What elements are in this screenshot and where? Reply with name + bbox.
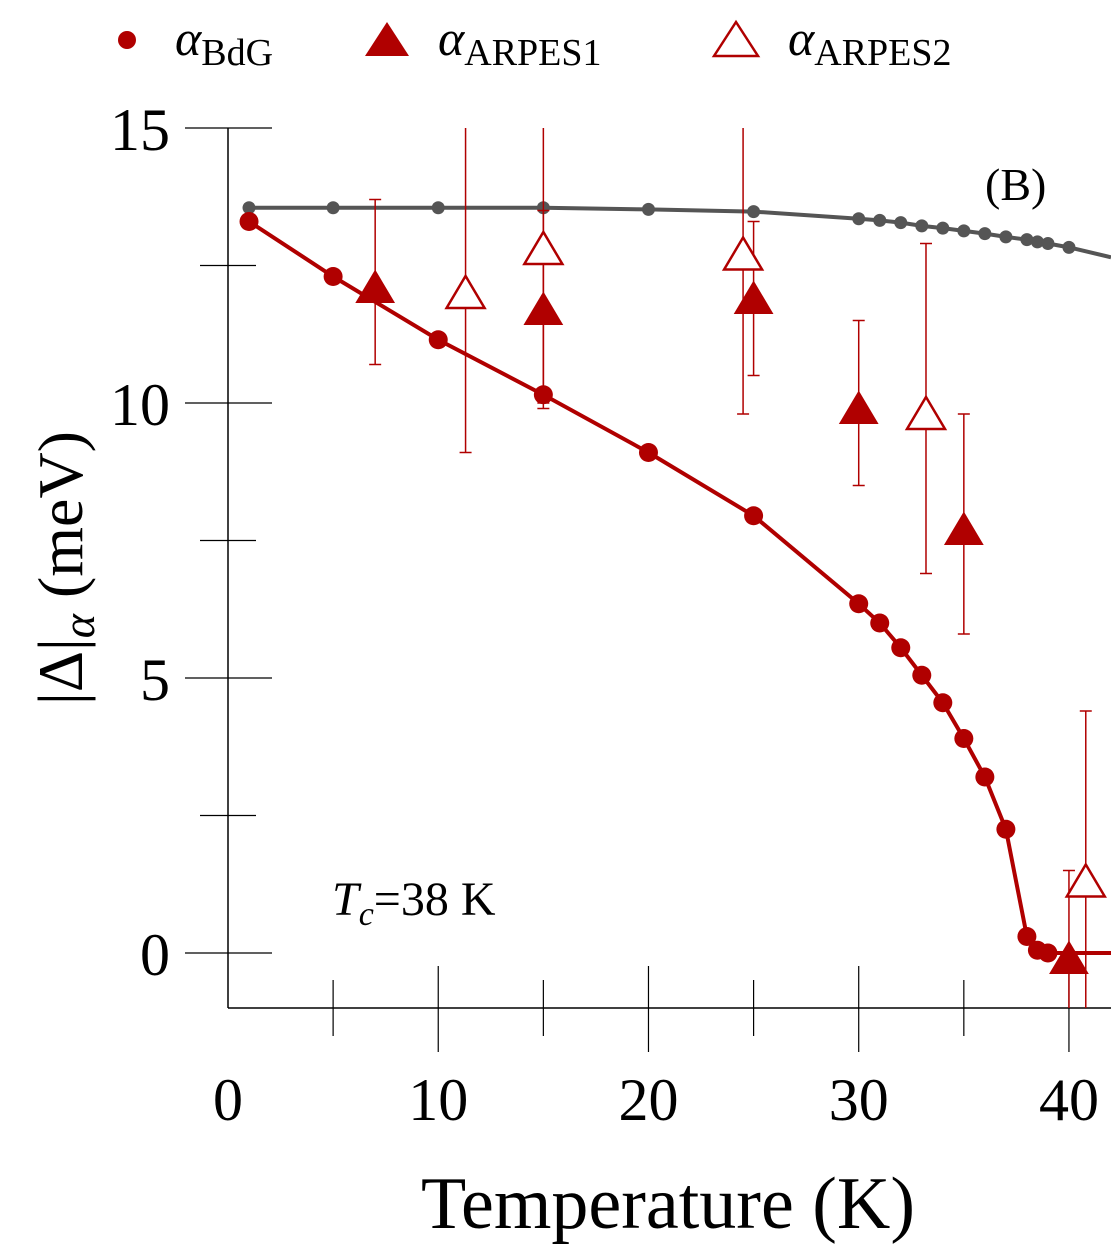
- bdg-point: [891, 638, 911, 658]
- legend-item-bdg: αBdG: [118, 10, 273, 74]
- y-tick-label-5: 5: [140, 647, 170, 713]
- gray-point: [242, 201, 256, 215]
- y-label-sub: α: [53, 613, 104, 638]
- bdg-point: [428, 330, 448, 350]
- bdg-curve: [247, 219, 1111, 955]
- x-tick-label-0: 0: [213, 1067, 243, 1133]
- tc-subscript: c: [359, 896, 374, 933]
- x-tick-label-40: 40: [1039, 1067, 1099, 1133]
- legend-item-arpes2: αARPES2: [711, 10, 952, 74]
- legend-filled-triangle-marker: [365, 22, 409, 56]
- gray-point: [915, 219, 929, 233]
- gray-point: [1062, 240, 1076, 254]
- y-tick-label-15: 15: [110, 97, 170, 163]
- gray-point: [747, 205, 761, 219]
- gray-point: [999, 230, 1013, 244]
- legend-greek: α: [175, 10, 203, 66]
- bdg-point: [744, 506, 764, 526]
- arpes2-point: [721, 235, 765, 271]
- gray-point: [978, 227, 992, 241]
- arpes2-point: [904, 394, 948, 431]
- legend: αBdG αARPES1 αARPES2: [118, 10, 952, 74]
- gray-point: [431, 201, 445, 215]
- x-tick-label-20: 20: [618, 1067, 678, 1133]
- arpes2-point: [1064, 862, 1107, 898]
- bdg-point: [912, 665, 932, 685]
- legend-label-arpes2: αARPES2: [788, 10, 952, 74]
- y-tick-label-0: 0: [140, 922, 170, 988]
- arpes1-point: [838, 390, 879, 424]
- arpes2-point: [522, 229, 565, 266]
- tick-labels: 0 5 10 15 0 10 20 30 40: [110, 97, 1099, 1133]
- gray-point: [1041, 237, 1055, 250]
- y-label-unit: (meV): [25, 431, 96, 614]
- bdg-point: [975, 767, 995, 787]
- legend-label-arpes1: αARPES1: [438, 10, 602, 74]
- legend-sub: BdG: [201, 32, 273, 74]
- bdg-point: [239, 212, 259, 231]
- tc-symbol: T: [332, 873, 362, 926]
- legend-greek: α: [438, 10, 466, 66]
- bdg-point: [954, 729, 974, 748]
- arpes1-point: [943, 511, 984, 545]
- bdg-point: [1038, 943, 1058, 963]
- panel-label: (B): [985, 159, 1046, 210]
- gray-point: [873, 213, 887, 227]
- bdg-point: [323, 267, 343, 286]
- legend-label-bdg: αBdG: [175, 10, 273, 74]
- y-label-main: |Δ|: [25, 638, 96, 705]
- legend-open-triangle-marker: [711, 19, 761, 58]
- x-axis-label: Temperature (K): [421, 1163, 915, 1245]
- gray-point: [1030, 235, 1044, 249]
- arpes1-point: [733, 280, 774, 314]
- legend-sub: ARPES2: [814, 32, 951, 74]
- gray-point: [641, 202, 655, 216]
- gray-point: [936, 221, 950, 235]
- gray-point: [852, 212, 866, 226]
- axis-ticks: [185, 127, 1070, 1052]
- series-bdg-red: [239, 212, 1111, 963]
- arpes1-point: [1049, 940, 1089, 974]
- gray-point: [894, 216, 908, 230]
- tc-annotation: Tc=38 K: [332, 873, 496, 933]
- tc-value: =38 K: [374, 873, 496, 926]
- gray-point: [957, 224, 971, 238]
- y-tick-label-10: 10: [110, 372, 170, 438]
- bdg-point: [849, 594, 869, 614]
- x-tick-label-10: 10: [408, 1067, 468, 1133]
- legend-circle-marker: [118, 31, 136, 49]
- bdg-point: [870, 613, 890, 633]
- x-tick-label-30: 30: [829, 1067, 889, 1133]
- series-bdg-gray: [242, 201, 1111, 260]
- bdg-point: [638, 443, 658, 462]
- y-axis-label: |Δ|α (meV): [25, 431, 104, 705]
- gray-point: [326, 201, 340, 215]
- gray-point: [1020, 233, 1034, 247]
- bdg-point: [1017, 927, 1037, 946]
- legend-greek: α: [788, 10, 816, 66]
- bdg-point: [996, 819, 1016, 839]
- legend-sub: ARPES1: [464, 32, 601, 74]
- arpes1-point: [355, 269, 396, 303]
- legend-item-arpes1: αARPES1: [365, 10, 602, 74]
- series-arpes2: [444, 128, 1107, 1008]
- bdg-point: [933, 693, 953, 713]
- arpes2-point: [444, 273, 487, 310]
